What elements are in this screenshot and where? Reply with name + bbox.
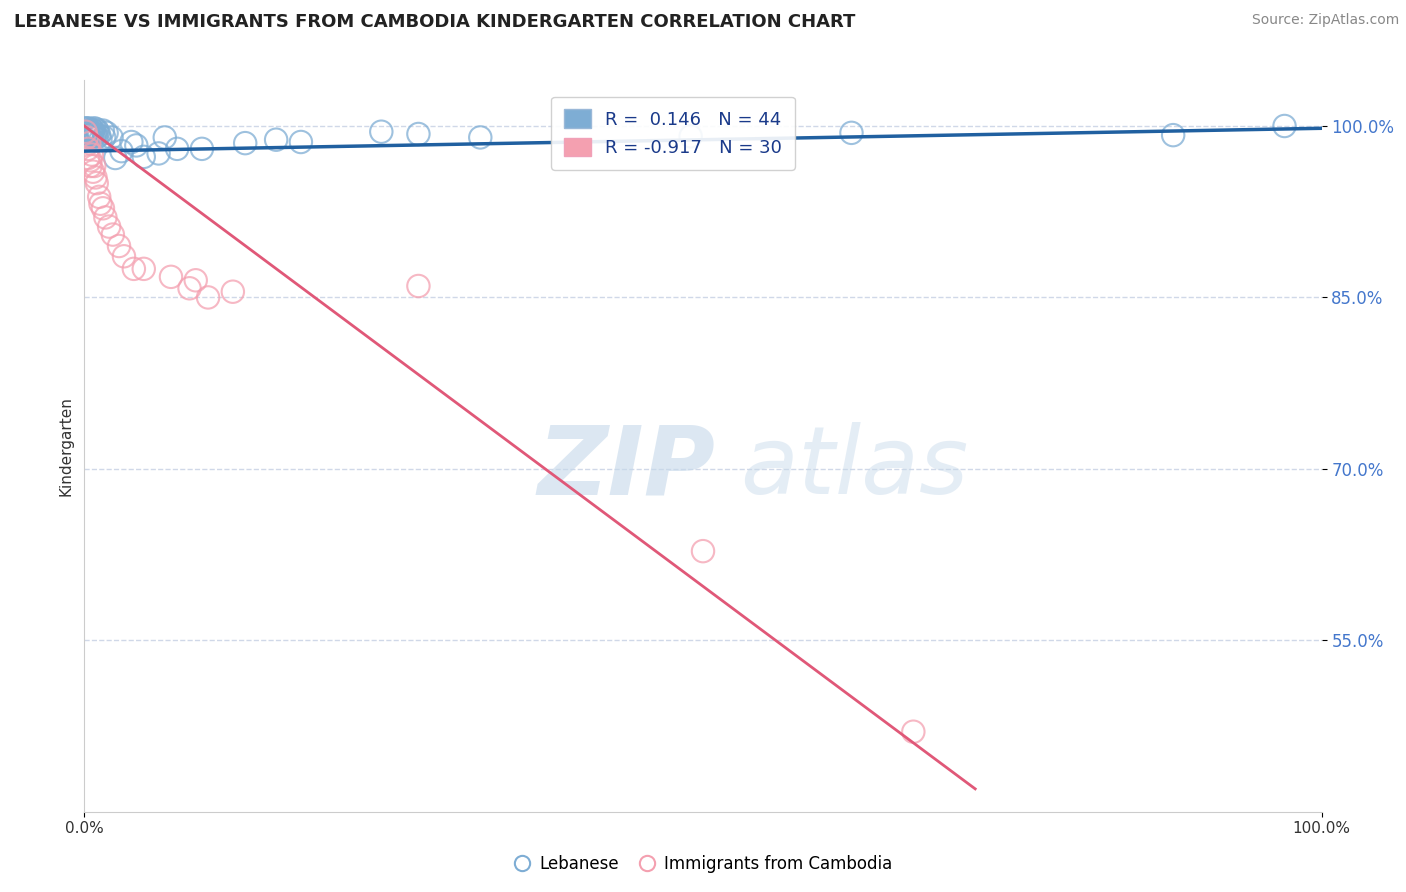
Point <box>93 130 115 145</box>
Point <box>101 227 124 242</box>
Point <box>153 130 176 145</box>
Point <box>76 130 98 145</box>
Point <box>104 151 127 165</box>
Point <box>148 146 170 161</box>
Point <box>160 269 183 284</box>
Point <box>87 125 110 139</box>
Point <box>110 144 132 158</box>
Text: ZIP: ZIP <box>537 421 716 515</box>
Point <box>222 285 245 299</box>
Point <box>125 138 148 153</box>
Point <box>89 128 111 143</box>
Point <box>79 159 101 173</box>
Point <box>75 121 97 136</box>
Point <box>77 126 100 140</box>
Point <box>94 211 117 225</box>
Y-axis label: Kindergarten: Kindergarten <box>58 396 73 496</box>
Point <box>79 136 101 150</box>
Point <box>96 126 118 140</box>
Point <box>408 279 430 293</box>
Point <box>191 142 214 156</box>
Point <box>79 123 101 137</box>
Legend: R =  0.146   N = 44, R = -0.917   N = 30: R = 0.146 N = 44, R = -0.917 N = 30 <box>551 96 794 169</box>
Point <box>84 170 107 185</box>
Text: LEBANESE VS IMMIGRANTS FROM CAMBODIA KINDERGARTEN CORRELATION CHART: LEBANESE VS IMMIGRANTS FROM CAMBODIA KIN… <box>14 13 855 31</box>
Point <box>80 147 103 161</box>
Point <box>679 129 702 144</box>
Point <box>184 273 207 287</box>
Point <box>80 127 103 141</box>
Point <box>470 130 492 145</box>
Point <box>89 133 111 147</box>
Point <box>89 190 111 204</box>
Point <box>98 219 121 234</box>
Point <box>179 281 201 295</box>
Point <box>76 125 98 139</box>
Point <box>264 133 287 147</box>
Point <box>108 239 131 253</box>
Point <box>91 202 114 216</box>
Point <box>197 290 219 304</box>
Point <box>120 135 142 149</box>
Point <box>83 121 105 136</box>
Point <box>75 125 97 139</box>
Point <box>370 125 392 139</box>
Point <box>77 151 100 165</box>
Point <box>82 123 104 137</box>
Point <box>1274 119 1296 133</box>
Point <box>903 724 925 739</box>
Point <box>89 196 111 211</box>
Point <box>86 122 108 136</box>
Point <box>122 261 145 276</box>
Point <box>80 122 103 136</box>
Point <box>290 135 312 149</box>
Point <box>77 142 100 156</box>
Point <box>692 544 714 558</box>
Point <box>233 136 256 150</box>
Point <box>86 176 108 190</box>
Point <box>82 126 104 140</box>
Legend: Lebanese, Immigrants from Cambodia: Lebanese, Immigrants from Cambodia <box>508 848 898 880</box>
Point <box>76 122 98 136</box>
Point <box>79 125 101 139</box>
Point <box>77 121 100 136</box>
Point <box>82 165 104 179</box>
Point <box>132 150 155 164</box>
Point <box>79 153 101 168</box>
Text: Source: ZipAtlas.com: Source: ZipAtlas.com <box>1251 13 1399 28</box>
Point <box>1161 128 1184 143</box>
Point <box>83 129 105 144</box>
Point <box>112 249 135 263</box>
Point <box>83 159 105 173</box>
Point <box>408 127 430 141</box>
Point <box>100 130 122 145</box>
Point <box>91 123 114 137</box>
Text: atlas: atlas <box>740 423 969 514</box>
Point <box>79 128 101 143</box>
Point <box>132 261 155 276</box>
Point <box>79 130 101 145</box>
Point <box>84 127 107 141</box>
Point <box>86 130 108 145</box>
Point <box>841 126 863 140</box>
Point <box>166 142 188 156</box>
